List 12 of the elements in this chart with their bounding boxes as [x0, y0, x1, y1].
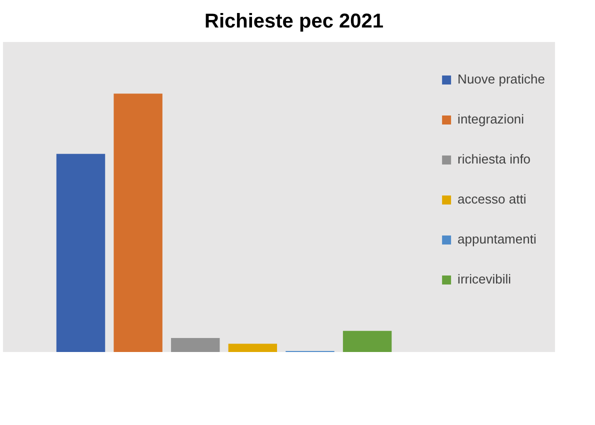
legend-label: richiesta info [458, 152, 531, 167]
bar [228, 344, 278, 352]
chart-title: Richieste pec 2021 [204, 10, 384, 33]
bar [56, 154, 106, 352]
bar [342, 330, 392, 352]
legend-label: integrazioni [458, 112, 524, 127]
legend-label: appuntamenti [458, 232, 536, 247]
legend-label: accesso atti [458, 192, 526, 207]
bar [114, 94, 162, 352]
bar [171, 338, 220, 352]
legend-label: Nuove pratiche [458, 72, 546, 87]
legend-label: irricevibili [458, 272, 512, 287]
